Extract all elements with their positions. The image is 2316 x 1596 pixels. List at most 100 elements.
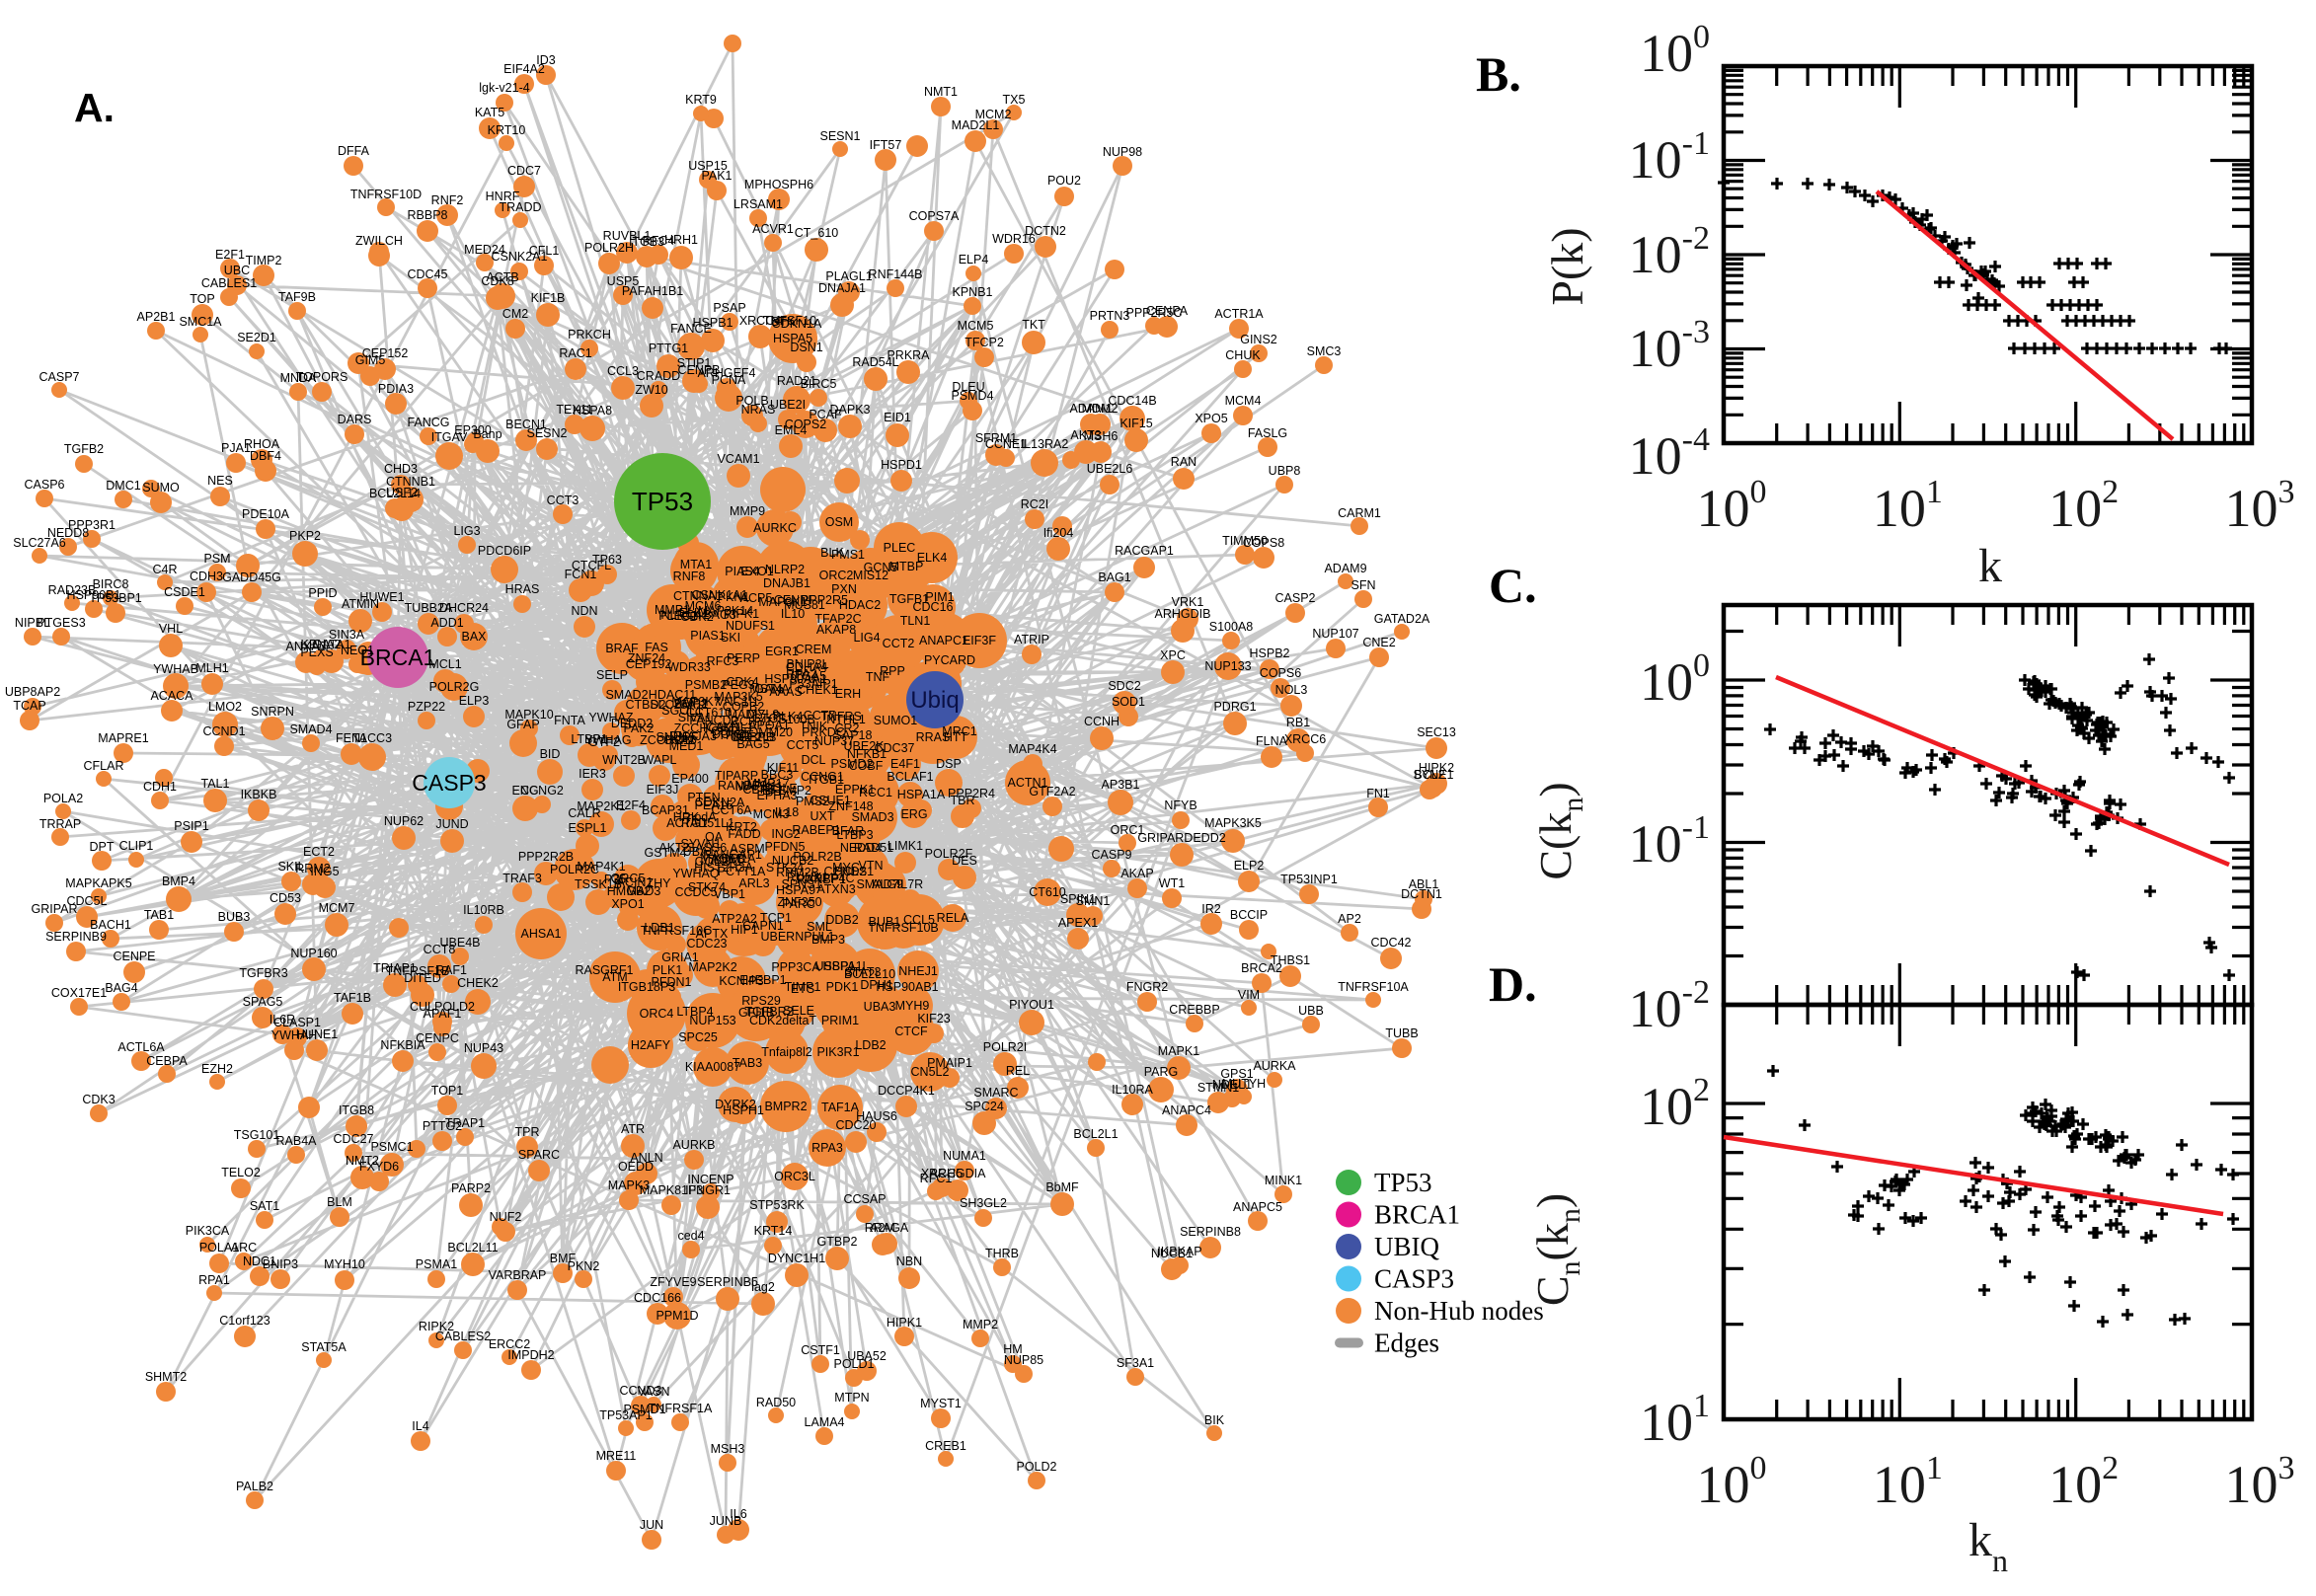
svg-text:TGFB2: TGFB2 bbox=[64, 442, 104, 456]
svg-text:ITGA5: ITGA5 bbox=[791, 669, 826, 683]
svg-text:RUVBL1: RUVBL1 bbox=[603, 229, 652, 243]
svg-text:MNDA: MNDA bbox=[280, 371, 317, 385]
svg-text:SFN: SFN bbox=[1351, 578, 1376, 592]
svg-text:HRK: HRK bbox=[673, 810, 700, 824]
svg-text:BUB3: BUB3 bbox=[218, 910, 251, 924]
svg-text:CR2: CR2 bbox=[834, 722, 859, 735]
svg-text:P53AIP1: P53AIP1 bbox=[789, 677, 837, 691]
svg-text:KNL1: KNL1 bbox=[723, 721, 753, 734]
svg-text:SASS6: SASS6 bbox=[687, 841, 727, 855]
svg-text:ABL1: ABL1 bbox=[1409, 877, 1439, 891]
svg-text:ERH: ERH bbox=[835, 687, 861, 701]
svg-text:VASN: VASN bbox=[637, 1385, 669, 1399]
svg-text:ADAM1: ADAM1 bbox=[1069, 402, 1112, 416]
svg-text:TLN1: TLN1 bbox=[900, 614, 931, 628]
svg-text:CTNNB1: CTNNB1 bbox=[386, 475, 435, 489]
svg-text:SMN1: SMN1 bbox=[1076, 894, 1111, 908]
svg-text:P(k): P(k) bbox=[1542, 227, 1592, 305]
svg-text:NDEL1: NDEL1 bbox=[1212, 1078, 1252, 1092]
svg-text:EXO1: EXO1 bbox=[740, 565, 773, 578]
svg-text:COPS8: COPS8 bbox=[1243, 536, 1284, 550]
svg-text:E2F1: E2F1 bbox=[215, 248, 245, 262]
svg-text:ESPL1: ESPL1 bbox=[569, 821, 607, 835]
svg-text:DITED: DITED bbox=[404, 971, 441, 985]
svg-text:LRSAM1: LRSAM1 bbox=[733, 197, 783, 211]
svg-text:HIP1: HIP1 bbox=[731, 923, 758, 937]
svg-text:APEX1: APEX1 bbox=[1058, 916, 1098, 930]
svg-text:MMP9: MMP9 bbox=[730, 504, 765, 518]
svg-text:MAD3: MAD3 bbox=[627, 884, 661, 898]
svg-text:MCM7: MCM7 bbox=[319, 901, 355, 915]
svg-text:DLEU: DLEU bbox=[952, 380, 984, 394]
svg-text:IFT57: IFT57 bbox=[870, 138, 902, 152]
svg-text:PPP2R5C: PPP2R5C bbox=[1126, 306, 1183, 320]
svg-text:AKAP: AKAP bbox=[1120, 867, 1153, 880]
svg-text:MAPK81P3: MAPK81P3 bbox=[640, 1183, 704, 1197]
svg-text:UBC: UBC bbox=[224, 264, 250, 277]
svg-text:MAPK11: MAPK11 bbox=[735, 780, 783, 794]
svg-text:STAT3: STAT3 bbox=[844, 965, 881, 979]
svg-text:XPC: XPC bbox=[1160, 648, 1186, 662]
svg-text:CDK2deltaT: CDK2deltaT bbox=[749, 1014, 816, 1027]
svg-text:ARHGDIB: ARHGDIB bbox=[1155, 607, 1211, 621]
svg-text:MMP2: MMP2 bbox=[963, 1318, 998, 1331]
svg-text:SMC1A: SMC1A bbox=[179, 315, 222, 329]
svg-text:TAF1B: TAF1B bbox=[334, 991, 371, 1005]
svg-text:POLA2: POLA2 bbox=[43, 792, 83, 805]
svg-text:S100B: S100B bbox=[778, 713, 815, 726]
svg-text:BBC3: BBC3 bbox=[761, 768, 794, 782]
svg-text:KRT10: KRT10 bbox=[488, 123, 526, 137]
svg-text:CCT6A: CCT6A bbox=[712, 803, 753, 817]
svg-text:PMS2: PMS2 bbox=[796, 795, 829, 808]
svg-text:WDR16: WDR16 bbox=[992, 232, 1036, 246]
svg-text:EZH2: EZH2 bbox=[201, 1062, 233, 1076]
svg-text:SPIN1: SPIN1 bbox=[1060, 892, 1096, 906]
svg-text:PDCD6IP: PDCD6IP bbox=[478, 544, 531, 558]
svg-text:RRM2: RRM2 bbox=[295, 862, 330, 875]
svg-text:THBS1: THBS1 bbox=[1271, 953, 1310, 967]
svg-text:SERPINB9: SERPINB9 bbox=[45, 930, 107, 944]
svg-text:STK74: STK74 bbox=[688, 880, 726, 894]
svg-text:TAF1A: TAF1A bbox=[821, 1101, 860, 1114]
svg-text:XPO5: XPO5 bbox=[1195, 412, 1227, 425]
svg-text:RAD54L: RAD54L bbox=[852, 355, 898, 369]
svg-text:AP2B1: AP2B1 bbox=[137, 310, 176, 324]
svg-text:CDC37: CDC37 bbox=[875, 741, 915, 755]
svg-text:PSAP: PSAP bbox=[713, 301, 745, 315]
svg-text:MCM6: MCM6 bbox=[685, 599, 722, 613]
svg-text:CALR: CALR bbox=[568, 806, 600, 820]
svg-text:HMGB2: HMGB2 bbox=[607, 884, 652, 898]
svg-text:MAP3K7: MAP3K7 bbox=[671, 695, 720, 709]
svg-text:CENPF: CENPF bbox=[774, 593, 816, 607]
svg-text:MLH1: MLH1 bbox=[195, 661, 228, 675]
svg-text:Banp: Banp bbox=[473, 427, 502, 441]
svg-text:PSMB2: PSMB2 bbox=[685, 678, 727, 692]
svg-text:HDAC2: HDAC2 bbox=[839, 598, 881, 612]
svg-text:PIM1: PIM1 bbox=[925, 590, 954, 604]
svg-text:MCM3: MCM3 bbox=[753, 807, 790, 821]
svg-text:RRM2B: RRM2B bbox=[776, 866, 819, 879]
svg-text:MYH10: MYH10 bbox=[324, 1257, 365, 1271]
svg-text:HCLS1: HCLS1 bbox=[834, 865, 874, 878]
svg-text:DARS: DARS bbox=[338, 413, 372, 426]
svg-text:CLASP1: CLASP1 bbox=[273, 1016, 321, 1029]
svg-text:ACP5: ACP5 bbox=[740, 591, 773, 605]
svg-text:MINK1: MINK1 bbox=[1265, 1174, 1302, 1187]
svg-text:DCTN1: DCTN1 bbox=[1401, 887, 1442, 901]
svg-text:ATXN3: ATXN3 bbox=[816, 882, 855, 896]
svg-text:PFDN1: PFDN1 bbox=[652, 975, 692, 989]
svg-text:ZCCHC8: ZCCHC8 bbox=[674, 722, 725, 735]
svg-text:ITGB1: ITGB1 bbox=[809, 773, 844, 787]
svg-text:CCL3: CCL3 bbox=[607, 364, 639, 378]
svg-text:ITGB3: ITGB3 bbox=[629, 235, 664, 249]
svg-text:SPAG5: SPAG5 bbox=[243, 995, 283, 1009]
svg-text:TFCP2: TFCP2 bbox=[965, 336, 1004, 349]
svg-text:PDIA3: PDIA3 bbox=[378, 382, 414, 396]
svg-text:ARHGEF4: ARHGEF4 bbox=[697, 366, 755, 380]
svg-text:ARL3: ARL3 bbox=[738, 876, 769, 890]
svg-text:10-1: 10-1 bbox=[1629, 125, 1710, 190]
svg-text:Ifi204: Ifi204 bbox=[1043, 526, 1074, 540]
svg-text:ETS: ETS bbox=[791, 982, 814, 996]
svg-text:KPNA2: KPNA2 bbox=[301, 638, 342, 651]
svg-text:SF3A1: SF3A1 bbox=[1117, 1356, 1154, 1370]
